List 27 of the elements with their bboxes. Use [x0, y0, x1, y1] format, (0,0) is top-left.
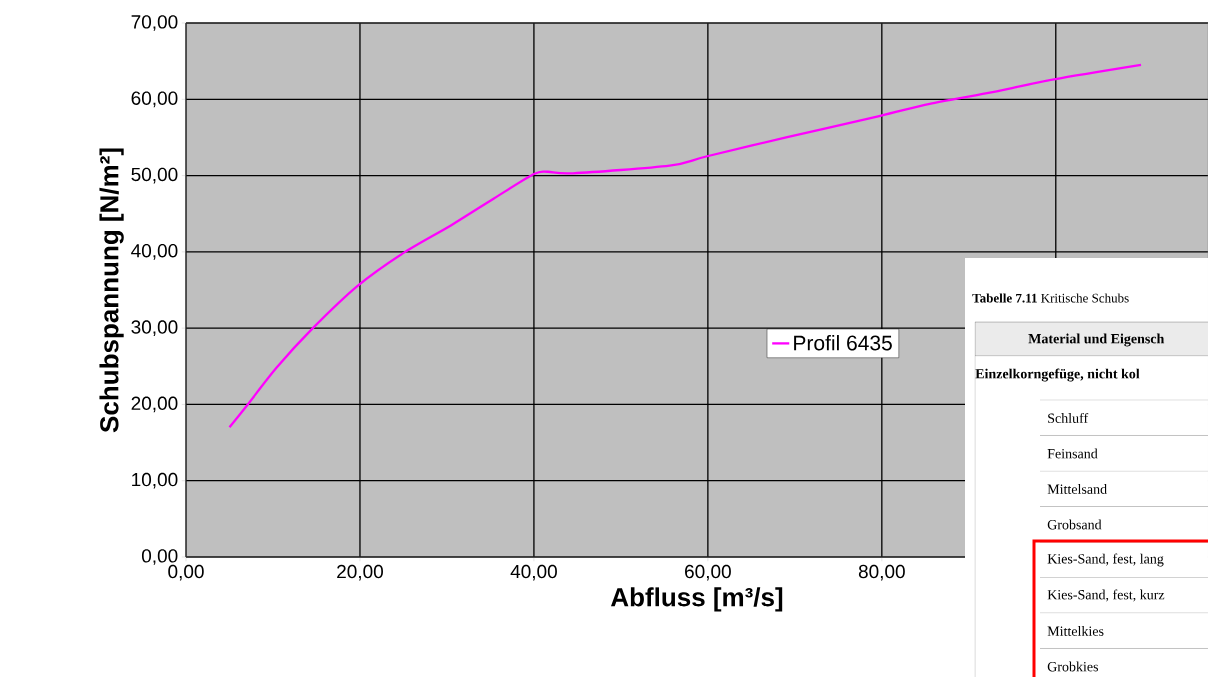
y-axis-title: Schubspannung [N/m²] [99, 148, 124, 433]
y-tick-label: 30,00 [131, 320, 178, 336]
annotation: Kies-Sand, fest, lang [1047, 553, 1164, 567]
y-tick-label: 20,00 [131, 396, 178, 413]
text: Mittelkies [1047, 626, 1104, 636]
y-tick-label: 10,00 [132, 472, 178, 489]
annotation: Mittelsand [1047, 484, 1107, 494]
annotation: Grobsand [1047, 519, 1102, 530]
x-tick-label: 40,00 [510, 564, 557, 581]
x-tick-label: 0,00 [168, 564, 204, 581]
text: Kies-Sand, fest, kurz [1047, 589, 1165, 602]
x-tick-label: 80,00 [858, 564, 905, 581]
y-tick-label: 70,00 [131, 15, 178, 31]
y-tick-label: 40,00 [131, 244, 178, 260]
x-tick-label: 60,00 [685, 564, 731, 581]
y-tick-label: 50,00 [131, 167, 178, 184]
y-tick-label: 0,00 [141, 549, 178, 565]
annotation: Einzelkorngefüge, nicht kol [975, 368, 1140, 382]
legend-label: Profil 6435 [794, 335, 892, 351]
annotation: Schluff [1048, 412, 1089, 423]
annotation: Feinsand [1047, 448, 1098, 459]
annotation: Tabelle 7.11 Kritische Schubs [972, 293, 1129, 303]
text: Grobkies [1047, 661, 1099, 672]
x-axis-title: Abfluss [m³/s] [610, 587, 783, 612]
x-tick-label: 20,00 [337, 564, 383, 581]
y-tick-label: 60,00 [131, 91, 178, 108]
annotation: Material und Eigensch [1028, 333, 1165, 347]
